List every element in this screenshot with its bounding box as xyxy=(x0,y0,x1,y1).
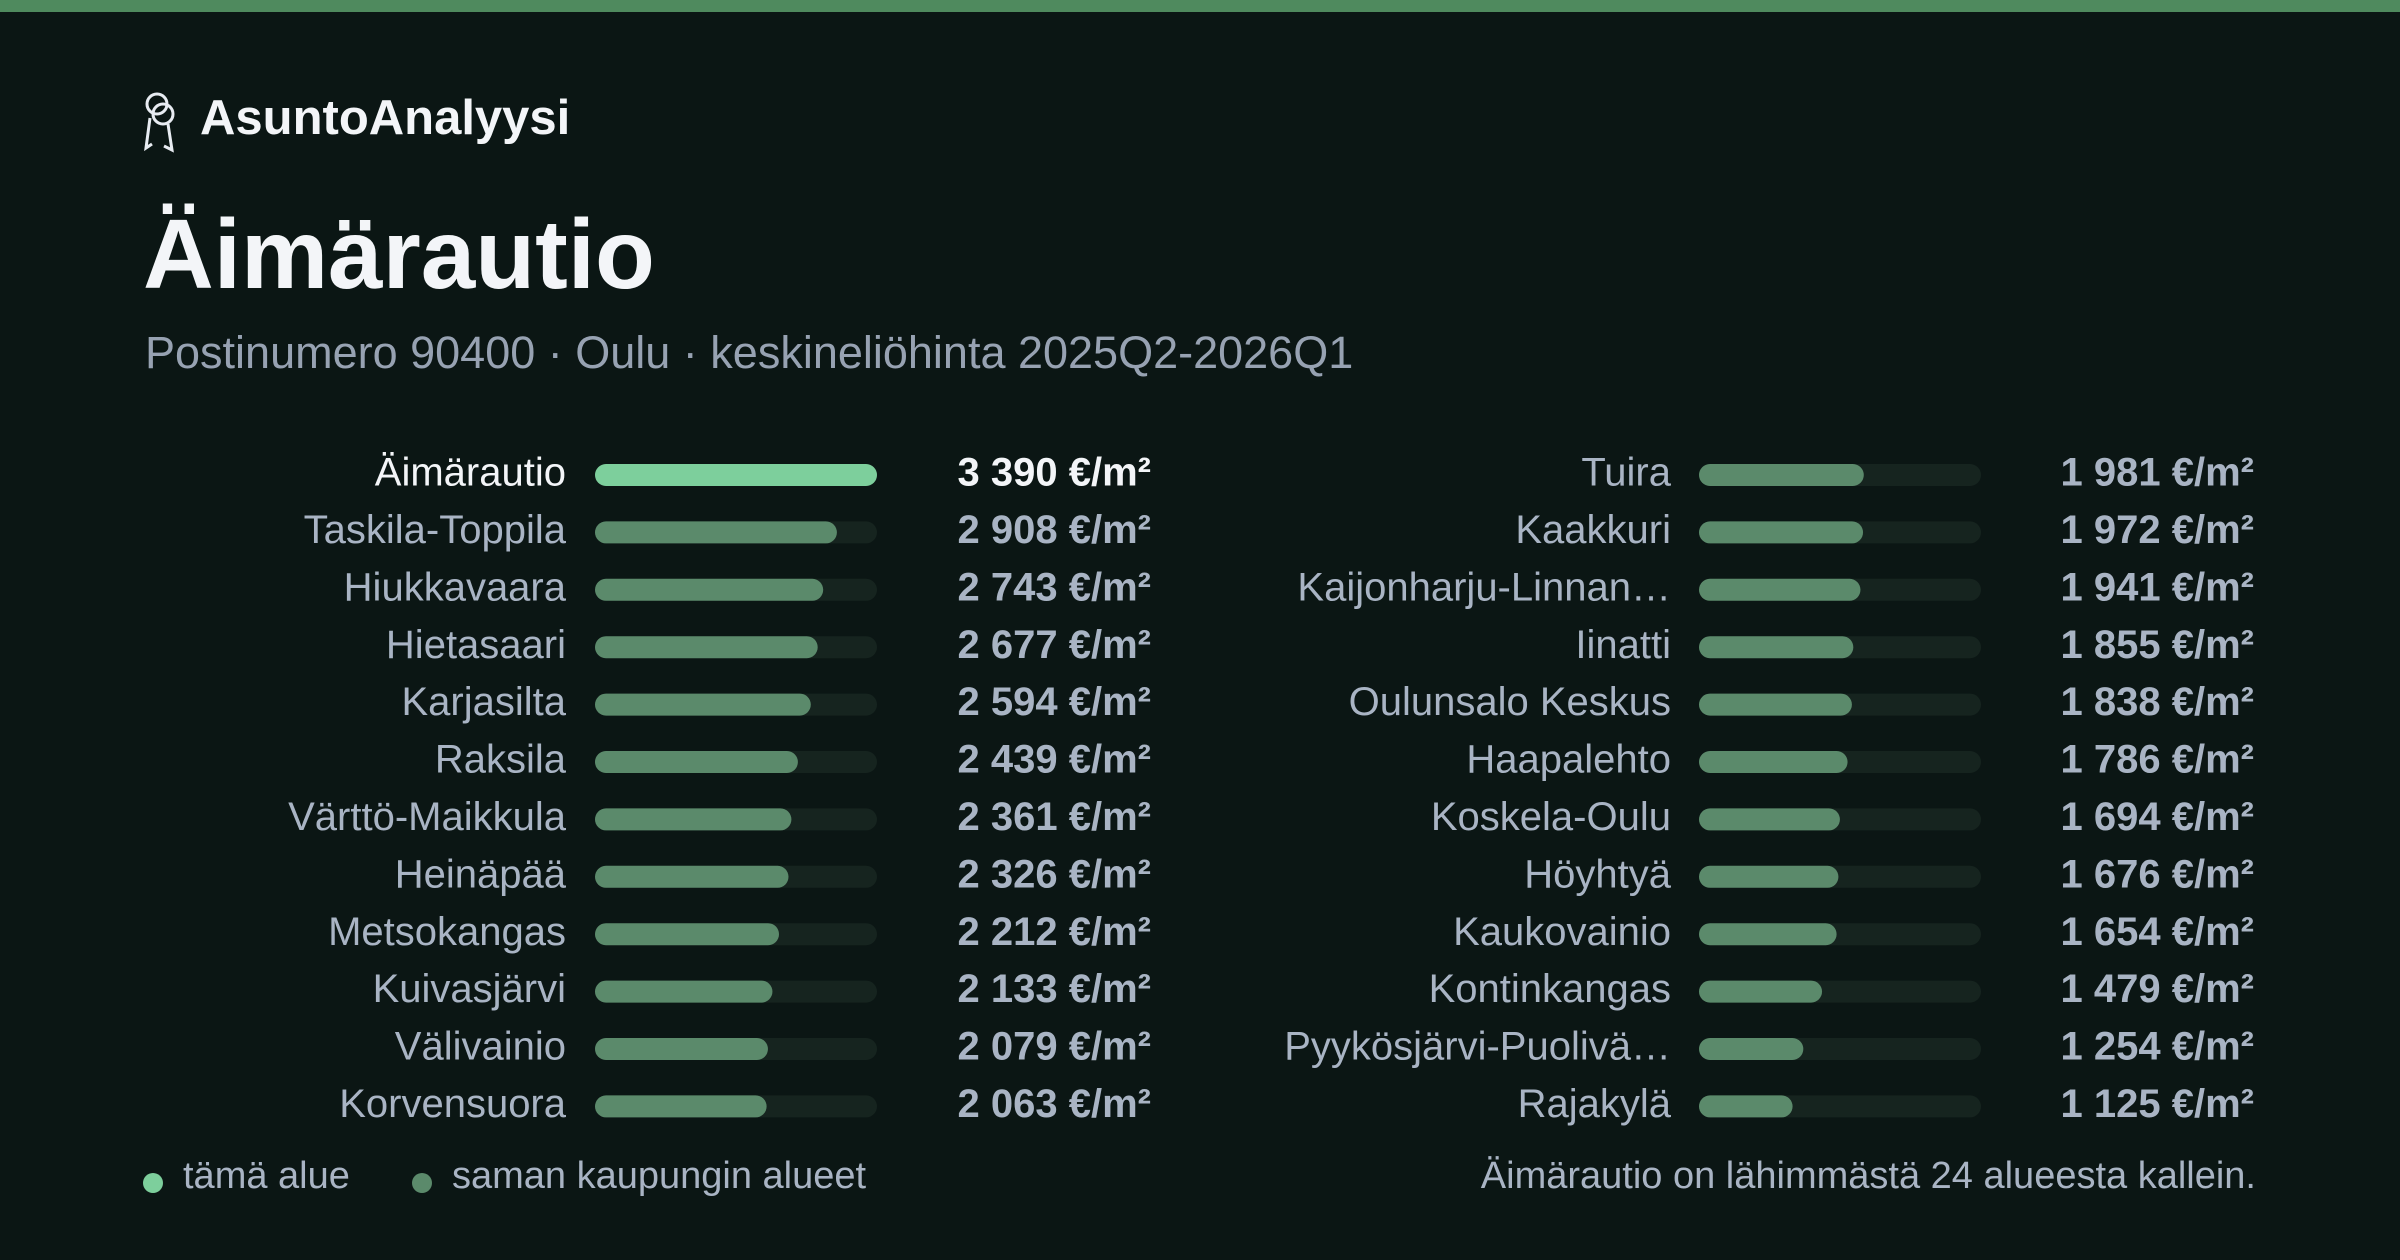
legend-marker xyxy=(412,1173,432,1193)
value-label: 1 676 €/m² xyxy=(2061,852,2254,896)
bar xyxy=(595,636,818,659)
bar xyxy=(1699,980,1823,1003)
value-label: 2 063 €/m² xyxy=(958,1082,1151,1126)
bar xyxy=(1699,808,1840,831)
category-label: Kaijonharju-Linnan… xyxy=(1297,565,1671,609)
value-label: 2 079 €/m² xyxy=(958,1025,1151,1069)
value-label: 2 133 €/m² xyxy=(958,967,1151,1011)
bar xyxy=(595,865,789,888)
bar xyxy=(1699,636,1854,659)
brand: AsuntoAnalyysi xyxy=(200,91,570,145)
category-label: Kuivasjärvi xyxy=(373,967,566,1011)
category-label: Raksila xyxy=(435,738,567,782)
category-label: Taskila-Toppila xyxy=(304,508,567,552)
bar xyxy=(595,808,792,831)
subtitle: Postinumero 90400 · Oulu · keskineliöhin… xyxy=(145,327,1353,378)
bar xyxy=(595,1038,768,1060)
value-label: 2 677 €/m² xyxy=(958,623,1151,667)
bar xyxy=(595,980,773,1003)
value-label: 1 855 €/m² xyxy=(2061,623,2254,667)
bar xyxy=(595,923,780,946)
category-label: Äimärautio xyxy=(375,451,566,495)
bar xyxy=(1699,464,1864,486)
bar xyxy=(595,1095,767,1118)
value-label: 1 479 €/m² xyxy=(2061,967,2254,1011)
value-label: 1 254 €/m² xyxy=(2061,1025,2254,1069)
legend-label: tämä alue xyxy=(183,1155,350,1197)
value-label: 1 981 €/m² xyxy=(2061,451,2254,495)
bar xyxy=(595,693,811,716)
value-label: 1 972 €/m² xyxy=(2061,508,2254,552)
category-label: Hiukkavaara xyxy=(344,565,567,609)
chart-title: Äimärautio xyxy=(143,199,655,309)
category-label: Hietasaari xyxy=(386,623,566,667)
value-label: 1 786 €/m² xyxy=(2061,738,2254,782)
category-label: Karjasilta xyxy=(401,680,566,724)
legend-label: saman kaupungin alueet xyxy=(452,1155,867,1197)
value-label: 2 594 €/m² xyxy=(958,680,1151,724)
category-label: Korvensuora xyxy=(339,1082,567,1126)
category-label: Iinatti xyxy=(1575,623,1671,667)
category-label: Välivainio xyxy=(395,1025,566,1069)
bar xyxy=(1699,751,1848,773)
category-label: Kontinkangas xyxy=(1429,967,1671,1011)
value-label: 3 390 €/m² xyxy=(958,451,1151,495)
bar xyxy=(1699,865,1839,888)
category-label: Oulunsalo Keskus xyxy=(1349,680,1671,724)
value-label: 2 361 €/m² xyxy=(958,795,1151,839)
category-label: Kaakkuri xyxy=(1515,508,1671,552)
value-label: 1 838 €/m² xyxy=(2061,680,2254,724)
bar xyxy=(1699,693,1852,716)
bar xyxy=(1699,578,1861,601)
bar xyxy=(1699,1038,1804,1060)
category-label: Värttö-Maikkula xyxy=(288,795,567,839)
bar xyxy=(595,578,824,601)
value-label: 1 941 €/m² xyxy=(2061,565,2254,609)
bar xyxy=(1699,923,1837,946)
brand-icon xyxy=(144,92,175,153)
category-label: Heinäpää xyxy=(395,852,567,896)
value-label: 2 212 €/m² xyxy=(958,910,1151,954)
category-label: Höyhtyä xyxy=(1524,852,1671,896)
value-label: 2 326 €/m² xyxy=(958,852,1151,896)
top-strip xyxy=(0,0,2400,12)
category-label: Rajakylä xyxy=(1518,1082,1672,1126)
value-label: 2 439 €/m² xyxy=(958,738,1151,782)
footer-note: Äimärautio on lähimmästä 24 alueesta kal… xyxy=(1481,1155,2256,1197)
bar xyxy=(595,751,798,773)
category-label: Kaukovainio xyxy=(1453,910,1671,954)
bar xyxy=(595,464,877,486)
bar xyxy=(1699,1095,1793,1118)
category-label: Haapalehto xyxy=(1466,738,1671,782)
category-label: Pyykösjärvi-Puolivä… xyxy=(1284,1025,1671,1069)
legend-marker xyxy=(143,1173,163,1193)
value-label: 1 654 €/m² xyxy=(2061,910,2254,954)
bar xyxy=(595,521,837,544)
value-label: 1 125 €/m² xyxy=(2061,1082,2254,1126)
value-label: 2 908 €/m² xyxy=(958,508,1151,552)
category-label: Metsokangas xyxy=(328,910,566,954)
category-label: Koskela-Oulu xyxy=(1431,795,1671,839)
category-label: Tuira xyxy=(1581,451,1671,495)
bar xyxy=(1699,521,1864,544)
value-label: 2 743 €/m² xyxy=(958,565,1151,609)
value-label: 1 694 €/m² xyxy=(2061,795,2254,839)
